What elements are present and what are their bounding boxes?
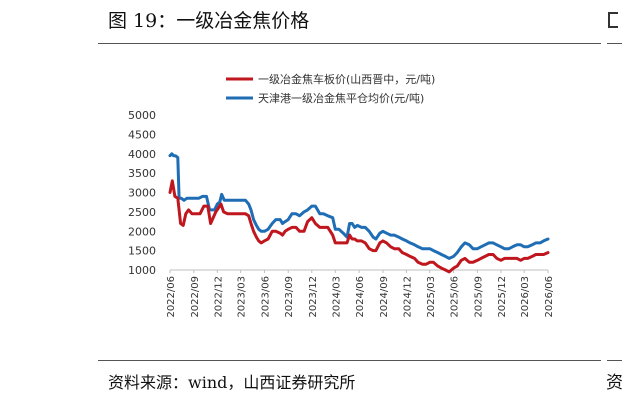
x-tick-label: 2025/09: [473, 276, 484, 318]
x-tick-label: 2023/09: [284, 276, 295, 318]
x-tick-label: 2023/06: [260, 276, 271, 318]
x-tick-label: 2025/06: [450, 276, 461, 318]
y-tick-label: 3500: [128, 167, 156, 180]
y-tick-label: 1500: [128, 245, 156, 258]
title-rule: [98, 43, 601, 44]
adjacent-figure-source-glyph: 资: [606, 373, 622, 393]
adjacent-figure-mark: [608, 12, 618, 28]
y-tick-label: 2000: [128, 225, 156, 238]
y-axis: 1000 1500 2000 2500 3000 3500 4000 4500 5000: [128, 109, 156, 277]
x-tick-label: 2022/09: [190, 276, 201, 318]
y-tick-label: 4000: [128, 148, 156, 161]
x-axis: 2022/06 2022/09 2022/12 2023/03 2023/06 2023/…: [166, 269, 555, 318]
x-tick-label: 2023/03: [237, 276, 248, 318]
y-tick-label: 2500: [128, 206, 156, 219]
legend-label: 一级冶金焦车板价(山西晋中，元/吨): [258, 72, 435, 86]
series-line: [168, 179, 550, 274]
x-tick-label: 2024/03: [331, 276, 342, 318]
x-tick-label: 2024/06: [355, 276, 366, 318]
series-layer: [168, 152, 550, 274]
x-tick-label: 2025/12: [497, 276, 508, 318]
x-tick-label: 2023/12: [308, 276, 319, 318]
y-tick-label: 5000: [128, 109, 156, 122]
x-tick-label: 2022/12: [213, 276, 224, 318]
y-tick-label: 1000: [128, 264, 156, 277]
y-tick-label: 3000: [128, 187, 156, 200]
edge-title-rule: [607, 43, 622, 44]
series-line: [168, 152, 550, 260]
figure-title: 图 19：一级冶金焦价格: [108, 10, 310, 32]
source-note: 资料来源：wind，山西证券研究所: [108, 373, 356, 392]
x-tick-label: 2026/06: [544, 276, 555, 318]
x-tick-label: 2026/03: [520, 276, 531, 318]
edge-source-rule: [607, 360, 622, 361]
chart-legend: 一级冶金焦车板价(山西晋中，元/吨) 天津港一级冶金焦平仓均价(元/吨): [226, 72, 435, 105]
x-tick-label: 2025/03: [426, 276, 437, 318]
x-tick-label: 2024/09: [379, 276, 390, 318]
source-rule: [98, 360, 601, 361]
x-tick-label: 2024/12: [402, 276, 413, 318]
legend-label: 天津港一级冶金焦平仓均价(元/吨): [258, 91, 424, 105]
y-tick-label: 4500: [128, 128, 156, 141]
x-tick-label: 2022/06: [166, 276, 177, 318]
